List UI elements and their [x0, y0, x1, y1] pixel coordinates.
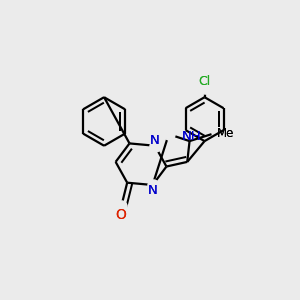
Text: NH: NH [182, 130, 201, 143]
Text: N: N [148, 184, 158, 196]
Text: N: N [150, 134, 160, 147]
Text: O: O [115, 208, 126, 222]
Text: Cl: Cl [198, 75, 211, 88]
Text: Me: Me [217, 127, 235, 140]
Text: N: N [150, 134, 160, 147]
Text: Cl: Cl [198, 75, 211, 88]
Text: NH: NH [182, 130, 201, 143]
Text: Me: Me [217, 127, 235, 140]
Text: O: O [115, 208, 126, 222]
Text: N: N [148, 184, 158, 196]
